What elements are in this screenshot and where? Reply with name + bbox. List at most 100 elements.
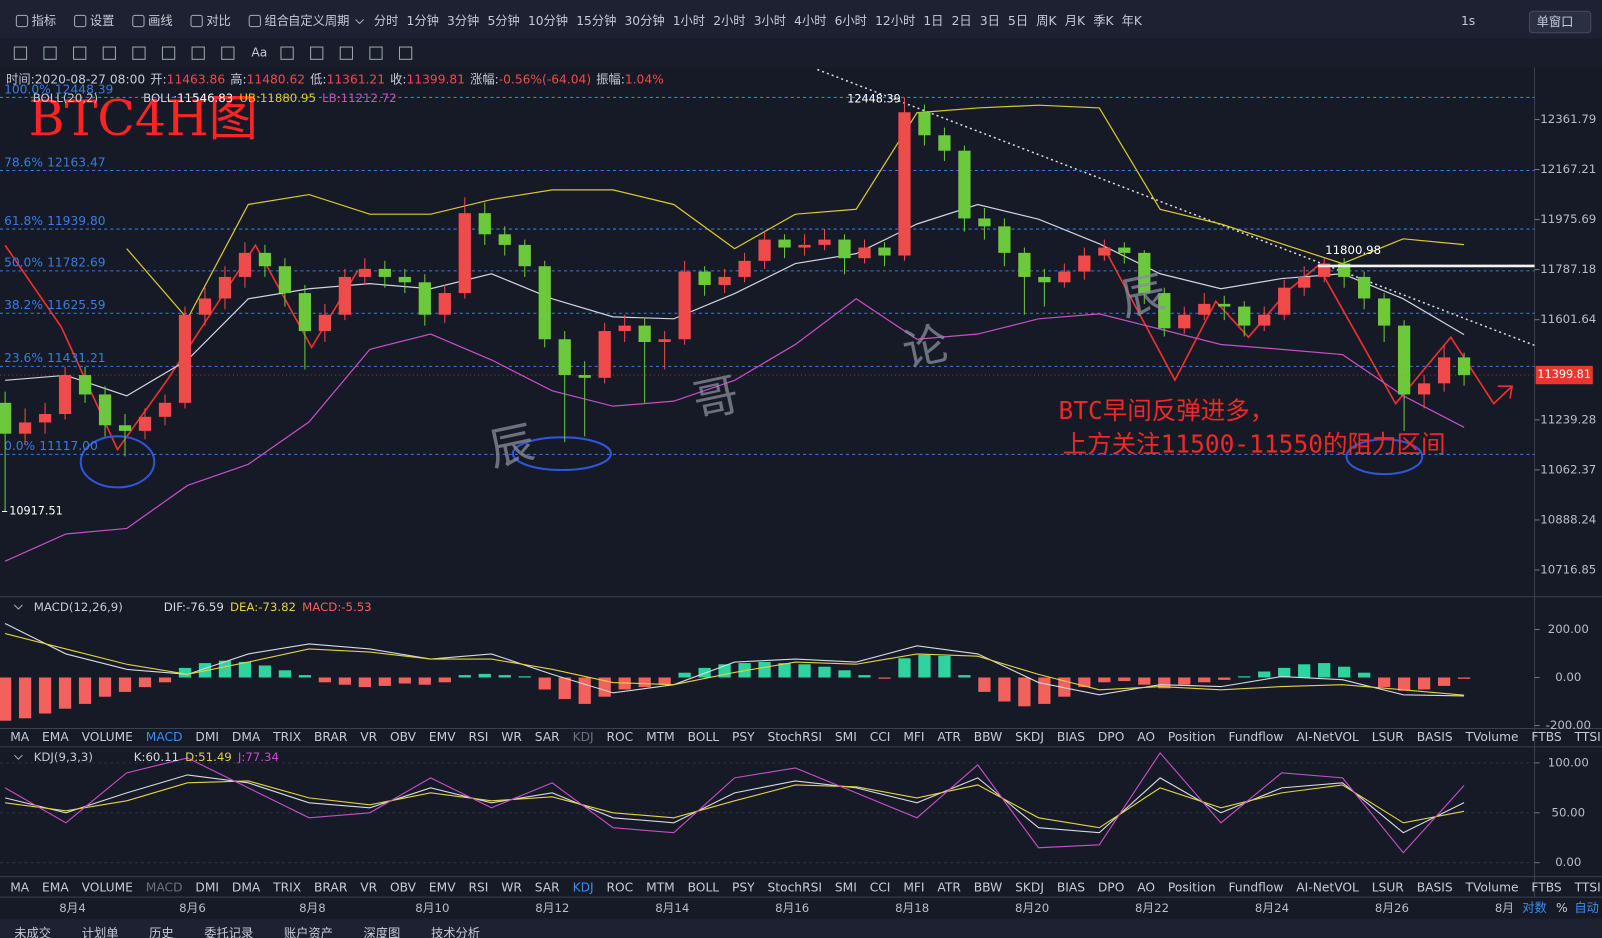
indicator-tab[interactable]: TTSI [1574, 730, 1601, 744]
window-button-frame[interactable] [1528, 10, 1592, 34]
indicator-tab[interactable]: VOLUME [82, 880, 133, 894]
draw-tool[interactable] [73, 46, 87, 60]
draw-tool[interactable] [280, 46, 294, 60]
indicator-tab[interactable]: SMI [835, 730, 857, 744]
indicator-tab[interactable]: TRIX [272, 880, 302, 894]
indicator-tab[interactable]: MTM [646, 880, 675, 894]
indicator-tab[interactable]: TVolume [1465, 730, 1519, 744]
indicator-tab[interactable]: VR [360, 730, 377, 744]
window-button[interactable]: 单窗口 [1537, 15, 1574, 29]
period-button[interactable]: 12小时 [875, 14, 915, 28]
indicator-tab[interactable]: WR [501, 730, 522, 744]
draw-tool[interactable] [221, 46, 235, 60]
indicator-tab[interactable]: DMA [232, 880, 261, 894]
indicator-tab[interactable]: BBW [974, 730, 1002, 744]
indicator-tab[interactable]: DPO [1098, 880, 1124, 894]
indicator-tab[interactable]: MA [10, 730, 30, 744]
indicator-tab[interactable]: LSUR [1372, 880, 1405, 894]
indicator-tab[interactable]: BIAS [1057, 730, 1085, 744]
scale-button[interactable]: 自动 [1574, 901, 1599, 915]
period-menu[interactable]: 自定义周期 [288, 13, 349, 28]
indicator-tab[interactable]: EMV [429, 730, 456, 744]
indicator-tab[interactable]: RSI [469, 730, 489, 744]
indicator-tab[interactable]: StochRSI [768, 730, 822, 744]
indicator-tab[interactable]: ROC [607, 880, 634, 894]
draw-tool[interactable] [398, 46, 413, 60]
indicator-tab[interactable]: MFI [903, 880, 924, 894]
indicator-tab[interactable]: AI-NetVOL [1296, 880, 1359, 894]
period-button[interactable]: 周K [1036, 14, 1057, 28]
period-button[interactable]: 2日 [952, 14, 972, 28]
indicator-tab[interactable]: SKDJ [1015, 880, 1044, 894]
scale-button[interactable]: 对数 [1522, 900, 1546, 915]
tool-button[interactable]: 对比 [206, 14, 231, 28]
indicator-tab[interactable]: AI-NetVOL [1296, 730, 1359, 744]
draw-tool[interactable] [339, 46, 353, 60]
period-button[interactable]: 6小时 [835, 14, 867, 28]
bottom-tab[interactable]: 委托记录 [204, 926, 253, 938]
indicator-tab[interactable]: Position [1168, 880, 1216, 894]
period-button[interactable]: 1分钟 [407, 13, 439, 28]
indicator-tab[interactable]: BBW [974, 880, 1002, 894]
scale-button[interactable]: % [1556, 901, 1568, 915]
indicator-tab[interactable]: BRAR [314, 880, 348, 894]
indicator-tab[interactable]: EMA [42, 880, 69, 894]
refresh-rate[interactable]: 1s [1461, 14, 1475, 28]
indicator-tab[interactable]: BASIS [1417, 730, 1453, 744]
indicator-tab[interactable]: BOLL [688, 880, 720, 894]
draw-tool[interactable] [43, 46, 57, 60]
indicator-tab[interactable]: KDJ [573, 880, 594, 894]
period-button[interactable]: 15分钟 [576, 13, 616, 28]
indicator-tab[interactable]: VOLUME [82, 730, 133, 744]
indicator-tab[interactable]: Fundflow [1228, 730, 1283, 744]
indicator-tab[interactable]: TVolume [1465, 880, 1519, 894]
bottom-tab[interactable]: 深度图 [364, 925, 401, 938]
draw-tool[interactable] [310, 46, 324, 60]
indicator-tab[interactable]: ATR [937, 880, 961, 894]
period-button[interactable]: 年K [1122, 14, 1143, 28]
indicator-tab[interactable]: AO [1137, 880, 1155, 894]
indicator-tab[interactable]: MFI [903, 730, 924, 744]
tool-button[interactable]: 指标 [32, 13, 57, 28]
indicator-tab[interactable]: OBV [390, 880, 417, 894]
indicator-tab[interactable]: TRIX [272, 730, 302, 744]
indicator-tab[interactable]: DMA [232, 730, 261, 744]
indicator-tab[interactable]: BIAS [1057, 880, 1085, 894]
bottom-tab[interactable]: 账户资产 [284, 925, 333, 938]
draw-tool[interactable]: Aa [251, 46, 267, 60]
indicator-tab[interactable]: VR [360, 880, 377, 894]
indicator-tab[interactable]: SKDJ [1015, 730, 1044, 744]
indicator-tab[interactable]: StochRSI [768, 880, 822, 894]
indicator-tab[interactable]: KDJ [573, 730, 594, 744]
indicator-tab[interactable]: BOLL [688, 730, 720, 744]
indicator-tab[interactable]: MACD [146, 730, 183, 744]
draw-tool[interactable] [132, 46, 146, 60]
draw-tool[interactable] [191, 46, 205, 60]
period-button[interactable]: 2小时 [713, 14, 745, 28]
period-button[interactable]: 4小时 [794, 14, 826, 28]
indicator-tab[interactable]: MA [10, 880, 30, 894]
indicator-tab[interactable]: ROC [607, 730, 634, 744]
indicator-tab[interactable]: EMA [42, 730, 69, 744]
period-button[interactable]: 3日 [980, 14, 1000, 28]
indicator-tab[interactable]: EMV [429, 880, 456, 894]
period-button[interactable]: 3小时 [754, 14, 786, 28]
period-button[interactable]: 分时 [374, 14, 398, 28]
indicator-tab[interactable]: DMI [195, 880, 219, 894]
period-button[interactable]: 30分钟 [625, 13, 665, 28]
period-button[interactable]: 1日 [923, 14, 943, 28]
indicator-tab[interactable]: DMI [195, 730, 219, 744]
indicator-tab[interactable]: ATR [937, 730, 961, 744]
period-button[interactable]: 季K [1093, 14, 1114, 28]
indicator-tab[interactable]: RSI [469, 880, 489, 894]
indicator-tab[interactable]: WR [501, 880, 522, 894]
tool-button[interactable]: 画线 [148, 14, 173, 28]
indicator-tab[interactable]: AO [1137, 730, 1155, 744]
indicator-tab[interactable]: TTSI [1574, 880, 1601, 894]
indicator-tab[interactable]: MTM [646, 730, 675, 744]
indicator-tab[interactable]: DPO [1098, 730, 1124, 744]
draw-tool[interactable] [102, 46, 116, 60]
draw-tool[interactable] [161, 46, 176, 60]
period-button[interactable]: 5分钟 [487, 13, 519, 28]
indicator-tab[interactable]: OBV [390, 730, 417, 744]
